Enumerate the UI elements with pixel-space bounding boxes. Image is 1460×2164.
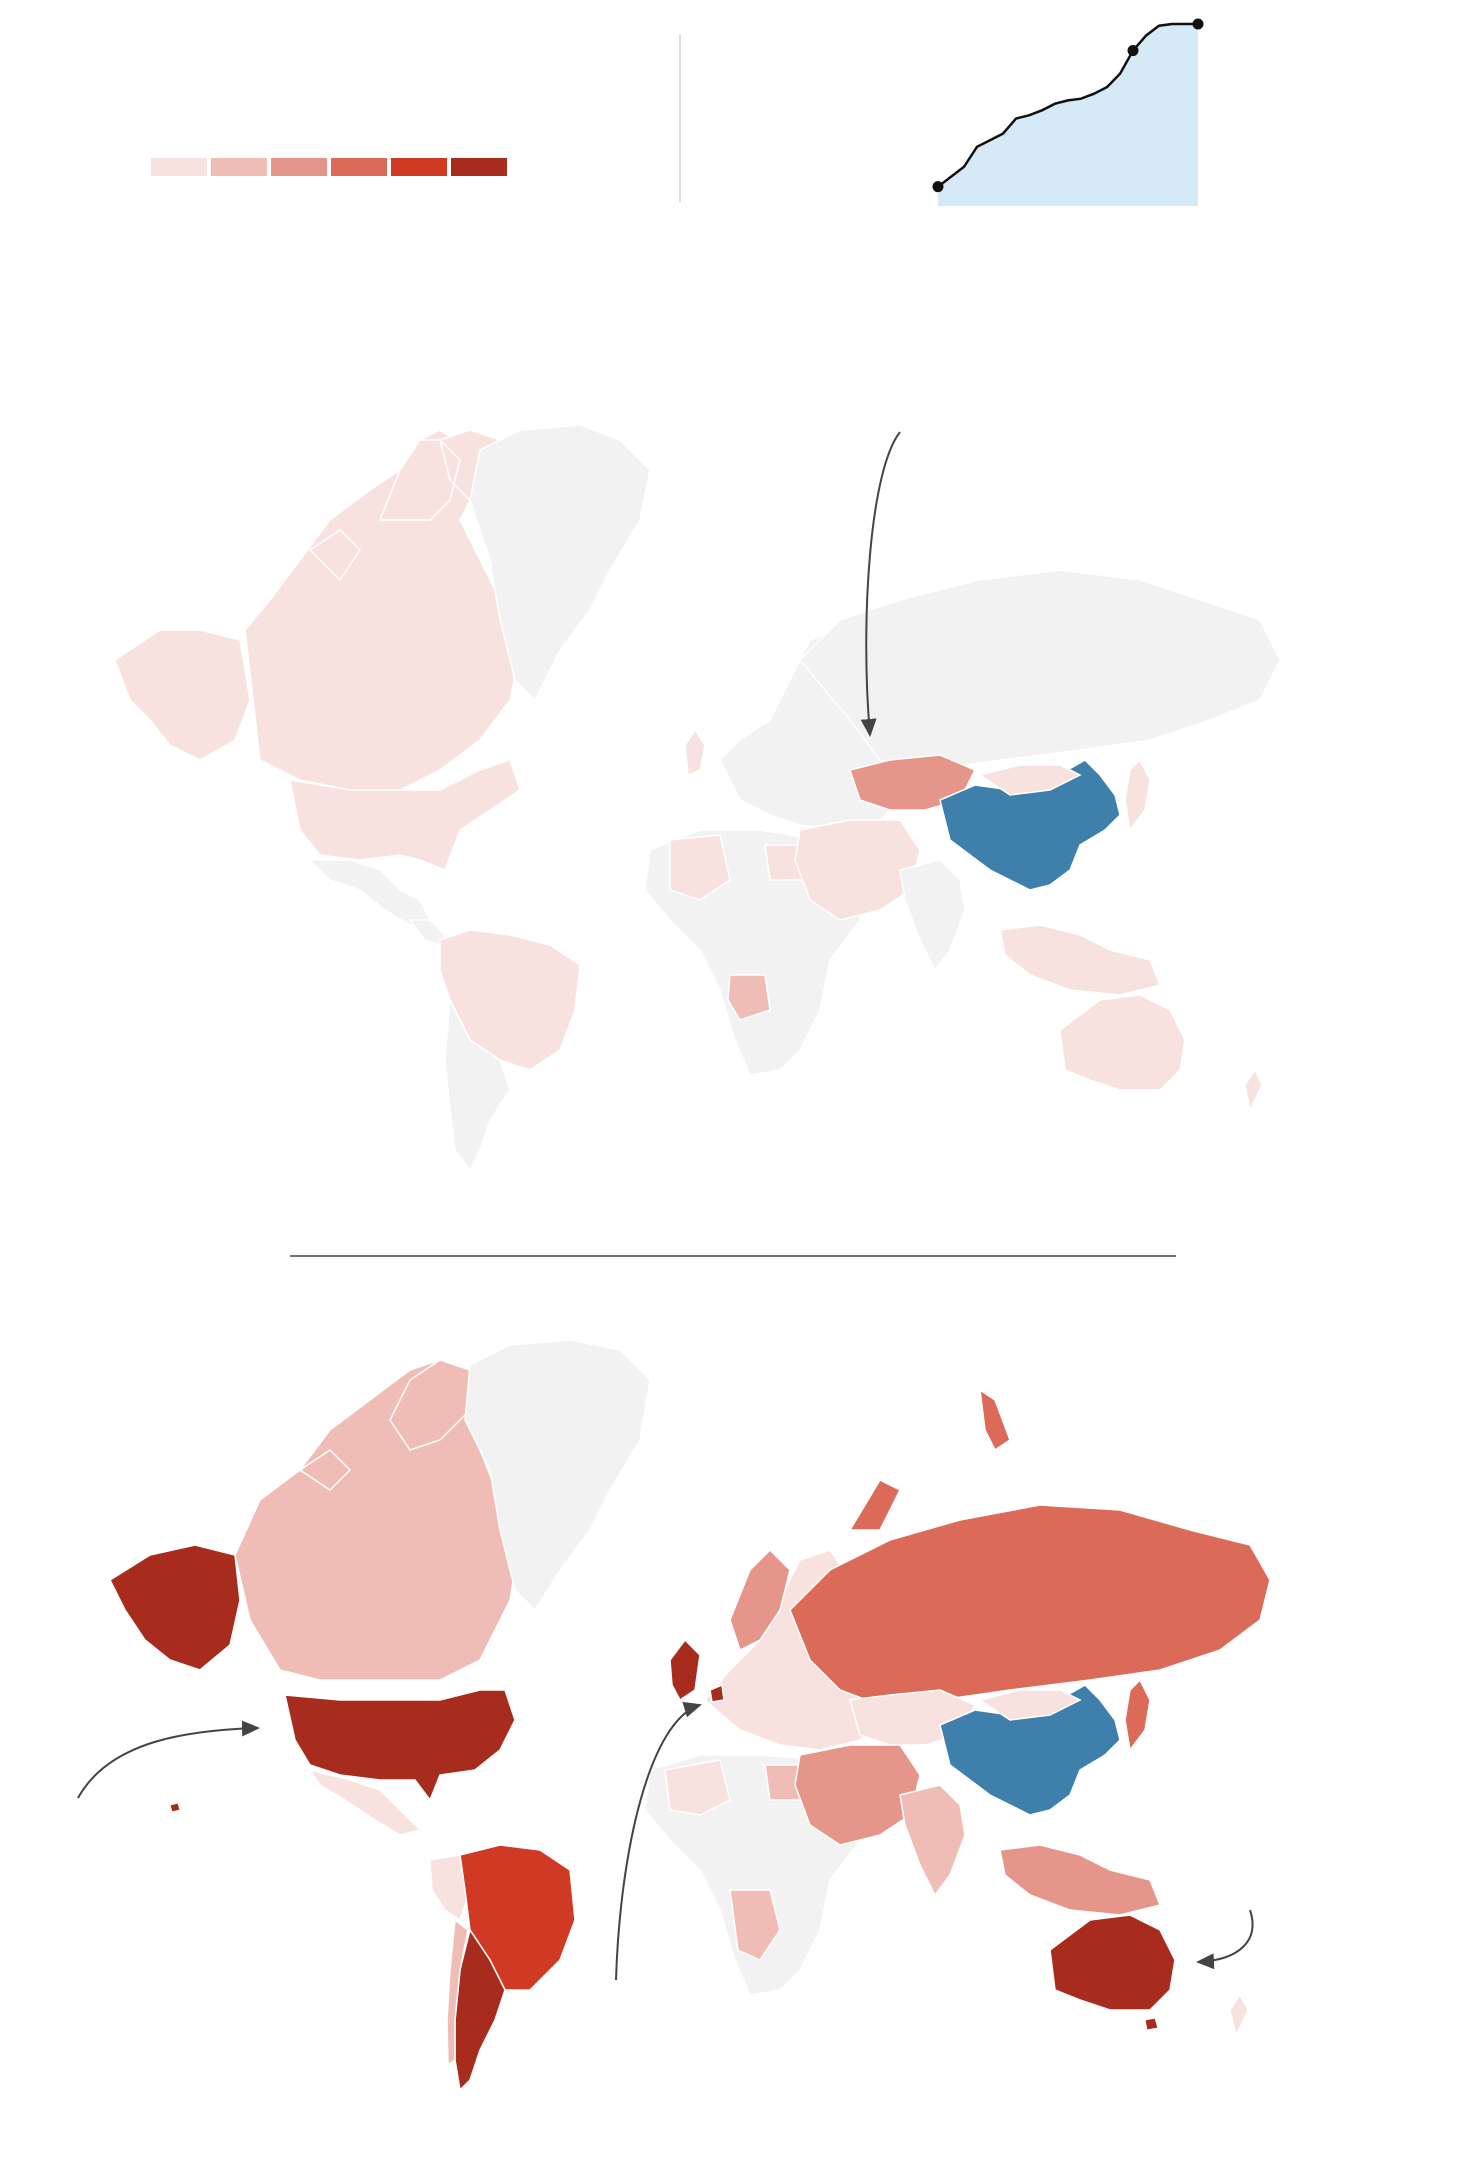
map-bottom-australia[interactable] [1049, 1914, 1176, 2011]
legend-bin [211, 158, 267, 176]
map-top-middle-east[interactable] [794, 819, 921, 921]
map-bottom [77, 1339, 1271, 2092]
map-bottom-mongolia[interactable] [978, 1689, 1082, 1721]
sparkline-chart [932, 18, 1204, 206]
map-top [114, 424, 1281, 1172]
map-top-greenland [469, 424, 651, 702]
map-top-new-zealand[interactable] [1244, 1068, 1263, 1113]
map-top-japan[interactable] [1124, 758, 1151, 832]
legend-bin [331, 158, 387, 176]
map-bottom-chile[interactable] [446, 1918, 469, 2067]
map-top-south-america-south[interactable] [444, 997, 511, 1172]
map-top-mexico[interactable] [308, 859, 432, 926]
map-bottom-annotation-arrow-australia [1196, 1909, 1254, 1970]
map-bottom-scandinavia[interactable] [729, 1548, 791, 1652]
map-top-australia[interactable] [1059, 994, 1186, 1091]
legend-bin [391, 158, 447, 176]
sparkline-marker [932, 181, 944, 193]
map-bottom-tasmania[interactable] [1144, 2017, 1159, 2031]
map-bottom-southern-africa[interactable] [729, 1889, 781, 1961]
map-bottom-hawaii[interactable] [169, 1802, 181, 1813]
map-top-algeria[interactable] [669, 834, 731, 901]
map-bottom-brazil[interactable] [459, 1844, 576, 1991]
sparkline-marker [1192, 18, 1204, 30]
map-bottom-japan[interactable] [1124, 1678, 1151, 1752]
map-top-annotation-arrow [860, 431, 901, 737]
sparkline-area [938, 24, 1198, 206]
legend-bin [151, 158, 207, 176]
map-bottom-russia[interactable] [789, 1504, 1271, 1706]
map-bottom-annotation-arrow-europe [615, 1701, 702, 1981]
map-top-russia[interactable] [798, 569, 1281, 771]
sparkline-line [937, 22, 1198, 188]
map-top-united-states[interactable] [289, 759, 521, 871]
map-top-united-kingdom[interactable] [684, 728, 706, 777]
map-bottom-greenland [464, 1339, 651, 1612]
map-bottom-alaska[interactable] [109, 1544, 241, 1671]
map-bottom-netherlands[interactable] [709, 1683, 725, 1703]
map-bottom-middle-east[interactable] [794, 1744, 921, 1846]
map-bottom-annotation-arrow-usa [77, 1720, 260, 1799]
legend-bin [451, 158, 507, 176]
legend-bin [271, 158, 327, 176]
map-bottom-new-zealand[interactable] [1229, 1993, 1249, 2038]
map-top-angola[interactable] [727, 974, 771, 1021]
map-bottom-north-africa[interactable] [664, 1759, 731, 1816]
map-top-southeast-asia[interactable] [999, 924, 1162, 996]
map-bottom-southeast-asia[interactable] [999, 1844, 1162, 1916]
sparkline-marker [1127, 45, 1139, 57]
map-top-india[interactable] [899, 859, 966, 972]
map-bottom-united-kingdom[interactable] [669, 1638, 701, 1702]
map-top-alaska[interactable] [114, 629, 251, 761]
map-bottom-india[interactable] [899, 1784, 966, 1897]
map-bottom-russia-arctic-islands[interactable] [848, 1388, 1011, 1531]
map-bottom-united-states[interactable] [284, 1689, 516, 1802]
map-bottom-mexico[interactable] [308, 1768, 422, 1836]
legend-color-scale [151, 158, 507, 176]
map-top-canada-arctic-islands[interactable] [308, 429, 501, 582]
map-top-mongolia[interactable] [978, 764, 1082, 796]
